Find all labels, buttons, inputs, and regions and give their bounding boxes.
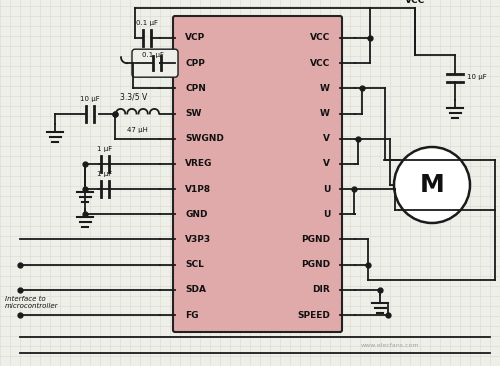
Text: VCP: VCP (185, 34, 206, 42)
Text: 10 µF: 10 µF (80, 96, 100, 101)
Text: U: U (322, 184, 330, 194)
Text: CPP: CPP (185, 59, 205, 68)
FancyBboxPatch shape (132, 49, 178, 77)
Text: SCL: SCL (185, 260, 204, 269)
Text: VCC: VCC (310, 59, 330, 68)
Text: CPN: CPN (185, 84, 206, 93)
Text: W: W (320, 84, 330, 93)
Text: V1P8: V1P8 (185, 184, 211, 194)
Text: 3.3/5 V: 3.3/5 V (120, 93, 147, 101)
Text: V: V (323, 160, 330, 168)
Text: GND: GND (185, 210, 208, 219)
Text: SW: SW (185, 109, 202, 118)
Text: 0.1 µF: 0.1 µF (142, 52, 164, 58)
Text: V3P3: V3P3 (185, 235, 211, 244)
Text: SPEED: SPEED (297, 310, 330, 320)
Text: 1 µF: 1 µF (98, 146, 112, 152)
Text: 47 µH: 47 µH (127, 127, 148, 132)
Text: 0.1 µF: 0.1 µF (136, 20, 158, 26)
Text: U: U (322, 210, 330, 219)
Text: FG: FG (185, 310, 198, 320)
Circle shape (394, 147, 470, 223)
Text: 10 µF: 10 µF (467, 75, 487, 81)
Text: VCC: VCC (405, 0, 425, 5)
Text: M: M (420, 173, 444, 197)
Text: W: W (320, 109, 330, 118)
Text: DIR: DIR (312, 285, 330, 294)
Text: VCC: VCC (310, 34, 330, 42)
Text: SWGND: SWGND (185, 134, 224, 143)
Text: PGND: PGND (301, 235, 330, 244)
Text: www.elecfans.com: www.elecfans.com (361, 343, 419, 348)
Text: PGND: PGND (301, 260, 330, 269)
Text: V: V (323, 134, 330, 143)
Text: SDA: SDA (185, 285, 206, 294)
Text: VREG: VREG (185, 160, 212, 168)
Text: Interface to
microcontroller: Interface to microcontroller (5, 296, 59, 309)
Text: 1 µF: 1 µF (98, 171, 112, 177)
FancyBboxPatch shape (173, 16, 342, 332)
